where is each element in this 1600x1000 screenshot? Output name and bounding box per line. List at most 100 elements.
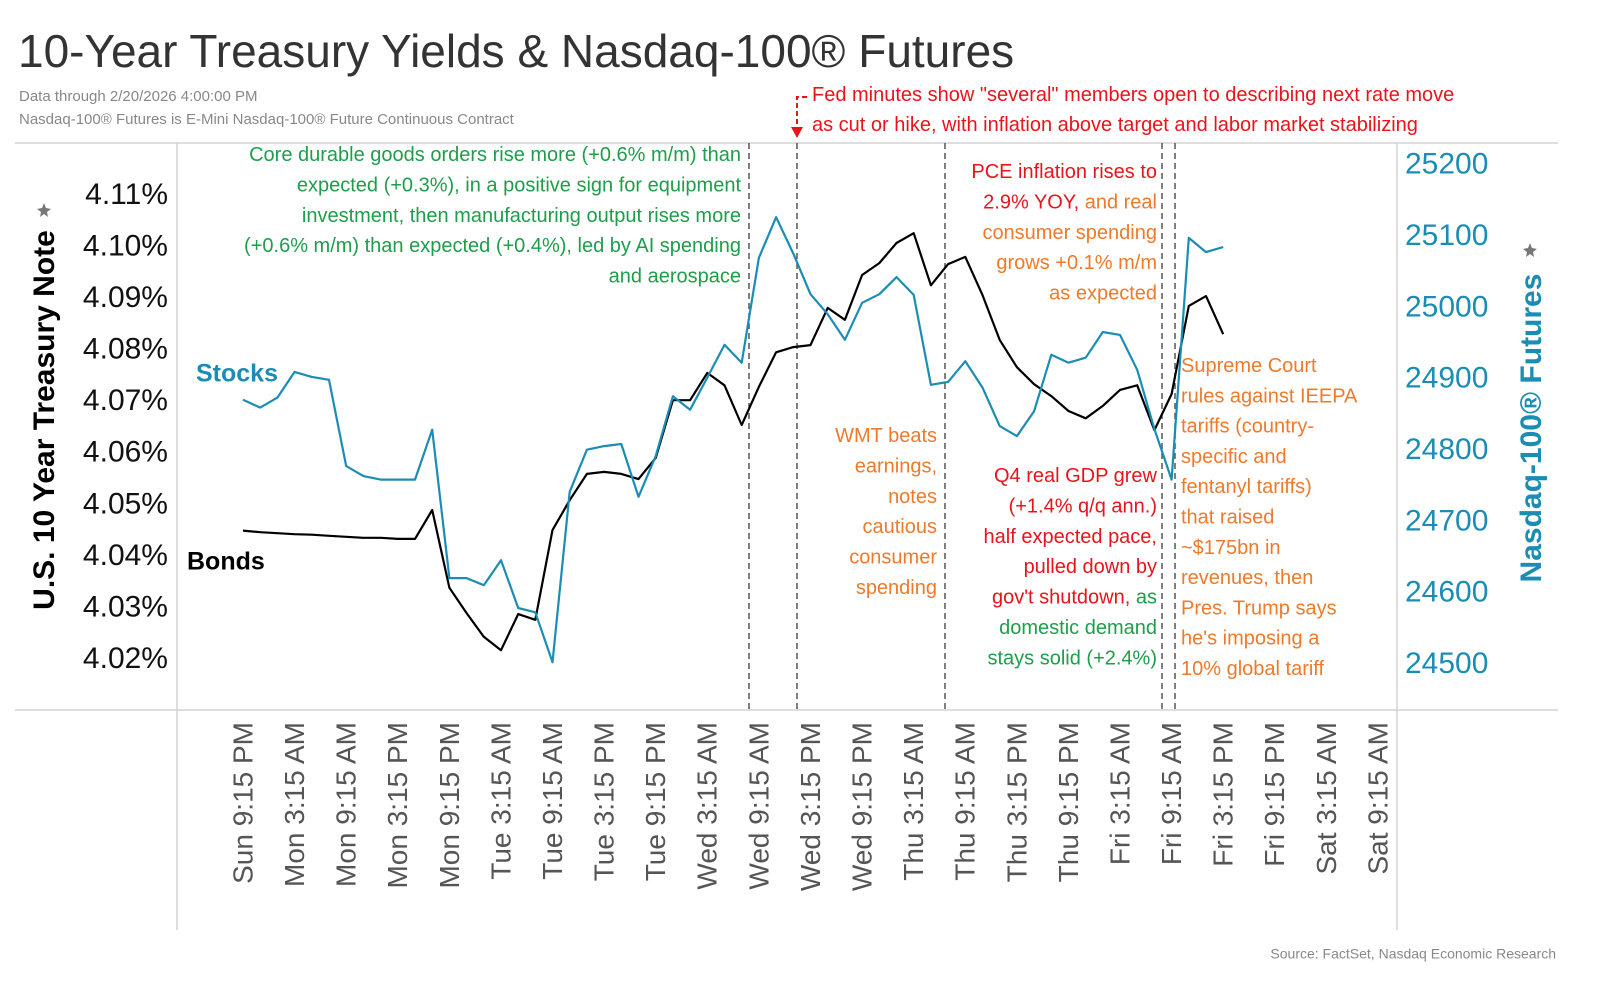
annotation-line: domestic demand xyxy=(999,617,1157,639)
annotation-text: investment, then manufacturing output ri… xyxy=(302,205,741,227)
annotation-text: grows +0.1% m/m xyxy=(996,252,1157,274)
annotation-line: cautious xyxy=(863,516,938,538)
annotation-arrowhead xyxy=(791,127,803,138)
y-tick-label: 4.02% xyxy=(83,642,168,675)
x-tick-label: Wed 9:15 AM xyxy=(743,722,774,890)
x-tick-label: Fri 9:15 PM xyxy=(1259,722,1290,867)
series-line xyxy=(242,216,1224,664)
y-axis-label: U.S. 10 Year Treasury Note xyxy=(28,230,61,610)
annotation-text: 10% global tariff xyxy=(1181,658,1325,680)
series-line xyxy=(242,232,1225,652)
x-tick-label: Mon 3:15 AM xyxy=(279,722,310,887)
y2-tick-label: 24800 xyxy=(1405,433,1488,466)
x-tick-label: Wed 3:15 AM xyxy=(692,722,723,890)
annotation-text: (+0.6% m/m) than expected (+0.4%), led b… xyxy=(244,235,741,257)
y2-tick-label: 24600 xyxy=(1405,576,1488,609)
annotation-line: rules against IEEPA xyxy=(1181,386,1358,408)
y-tick-label: 4.07% xyxy=(83,384,168,417)
annotation-line: consumer xyxy=(849,547,937,569)
annotation-line: tariffs (country- xyxy=(1181,416,1314,438)
y2-tick-label: 25000 xyxy=(1405,290,1488,323)
x-tick-label: Sun 9:15 PM xyxy=(227,722,258,884)
y2-tick-label: 24700 xyxy=(1405,504,1488,537)
annotation-line: grows +0.1% m/m xyxy=(996,252,1157,274)
y-tick-label: 4.09% xyxy=(83,281,168,314)
annotation-text: notes xyxy=(888,486,937,508)
y-tick-label: 4.03% xyxy=(83,590,168,623)
annotation-text: stays solid (+2.4%) xyxy=(987,648,1157,670)
x-tick-label: Fri 9:15 AM xyxy=(1156,722,1187,865)
annotation-text: and aerospace xyxy=(609,266,741,288)
subtitle: Data through 2/20/2026 4:00:00 PM xyxy=(19,88,258,105)
y2-tick-label: 25200 xyxy=(1405,148,1488,181)
annotation-text: consumer spending xyxy=(982,222,1157,244)
annotation-text: Q4 real GDP grew xyxy=(994,465,1158,487)
annotation-text: consumer xyxy=(849,547,937,569)
annotation-line: fentanyl tariffs) xyxy=(1181,476,1312,498)
annotation-text: tariffs (country- xyxy=(1181,416,1314,438)
annotation-line: that raised xyxy=(1181,507,1274,529)
y-tick-label: 4.06% xyxy=(83,436,168,469)
annotation-line: revenues, then xyxy=(1181,567,1313,589)
annotation-line: half expected pace, xyxy=(984,526,1157,548)
annotation-arrow xyxy=(796,96,807,128)
annotation-line: investment, then manufacturing output ri… xyxy=(302,205,741,227)
x-tick-label: Thu 9:15 PM xyxy=(1053,722,1084,882)
annotation-line: expected (+0.3%), in a positive sign for… xyxy=(297,175,742,197)
annotation-line: ~$175bn in xyxy=(1181,537,1281,559)
x-tick-label: Tue 3:15 PM xyxy=(589,722,620,881)
annotation-text: ~$175bn in xyxy=(1181,537,1281,559)
series-label: Stocks xyxy=(196,360,278,388)
y-tick-label: 4.11% xyxy=(85,178,168,211)
note: Nasdaq-100® Futures is E-Mini Nasdaq-100… xyxy=(19,111,515,128)
annotation-line: WMT beats xyxy=(835,425,937,447)
annotation-line: pulled down by xyxy=(1024,556,1157,578)
source: Source: FactSet, Nasdaq Economic Researc… xyxy=(1270,946,1556,962)
annotation-text: earnings, xyxy=(855,456,937,478)
y-tick-label: 4.08% xyxy=(83,333,168,366)
annotation-line: as expected xyxy=(1049,283,1157,305)
x-tick-label: Tue 9:15 AM xyxy=(537,722,568,880)
annotation-text: Core durable goods orders rise more (+0.… xyxy=(249,144,741,166)
annotation-text: 2.9% YOY, xyxy=(983,192,1079,214)
chart-title: 10-Year Treasury Yields & Nasdaq-100® Fu… xyxy=(18,25,1014,77)
annotation-line: consumer spending xyxy=(982,222,1157,244)
annotation-text: (+1.4% q/q ann.) xyxy=(1009,496,1157,518)
x-tick-label: Thu 9:15 AM xyxy=(950,722,981,881)
x-tick-label: Sat 3:15 AM xyxy=(1311,722,1342,875)
x-tick-label: Mon 9:15 AM xyxy=(331,722,362,887)
annotation-line: 2.9% YOY, and real xyxy=(983,192,1157,214)
annotation-line: PCE inflation rises to xyxy=(971,161,1157,183)
axis-icon xyxy=(37,203,51,217)
annotation-line: spending xyxy=(856,577,937,599)
y2-axis-label: Nasdaq-100® Futures xyxy=(1515,274,1548,583)
x-tick-label: Tue 3:15 AM xyxy=(485,722,516,880)
annotation-line: notes xyxy=(888,486,937,508)
x-tick-label: Fri 3:15 AM xyxy=(1104,722,1135,865)
series-label: Bonds xyxy=(187,548,265,576)
annotation-line: he's imposing a xyxy=(1181,628,1320,650)
annotation-text: Supreme Court xyxy=(1181,355,1317,377)
annotation-text: pulled down by xyxy=(1024,556,1157,578)
annotation-text: cautious xyxy=(863,516,938,538)
axis-icon xyxy=(1523,243,1537,257)
annotation-line: as cut or hike, with inflation above tar… xyxy=(812,114,1418,136)
annotation-text: he's imposing a xyxy=(1181,628,1320,650)
y2-tick-label: 24900 xyxy=(1405,362,1488,395)
x-tick-label: Wed 9:15 PM xyxy=(846,722,877,891)
annotation-line: Core durable goods orders rise more (+0.… xyxy=(249,144,741,166)
annotation-text: that raised xyxy=(1181,507,1274,529)
annotation-text: rules against IEEPA xyxy=(1181,386,1358,408)
x-tick-label: Thu 3:15 AM xyxy=(898,722,929,881)
x-tick-label: Mon 3:15 PM xyxy=(382,722,413,889)
y-tick-label: 4.10% xyxy=(83,230,168,263)
x-tick-label: Tue 9:15 PM xyxy=(640,722,671,881)
annotation-line: stays solid (+2.4%) xyxy=(987,648,1157,670)
annotation-line: and aerospace xyxy=(609,266,741,288)
annotation-text: as expected xyxy=(1049,283,1157,305)
annotation-text: gov't shutdown, xyxy=(992,587,1130,609)
annotation-text: Pres. Trump says xyxy=(1181,598,1337,620)
x-tick-label: Sat 9:15 AM xyxy=(1362,722,1393,875)
